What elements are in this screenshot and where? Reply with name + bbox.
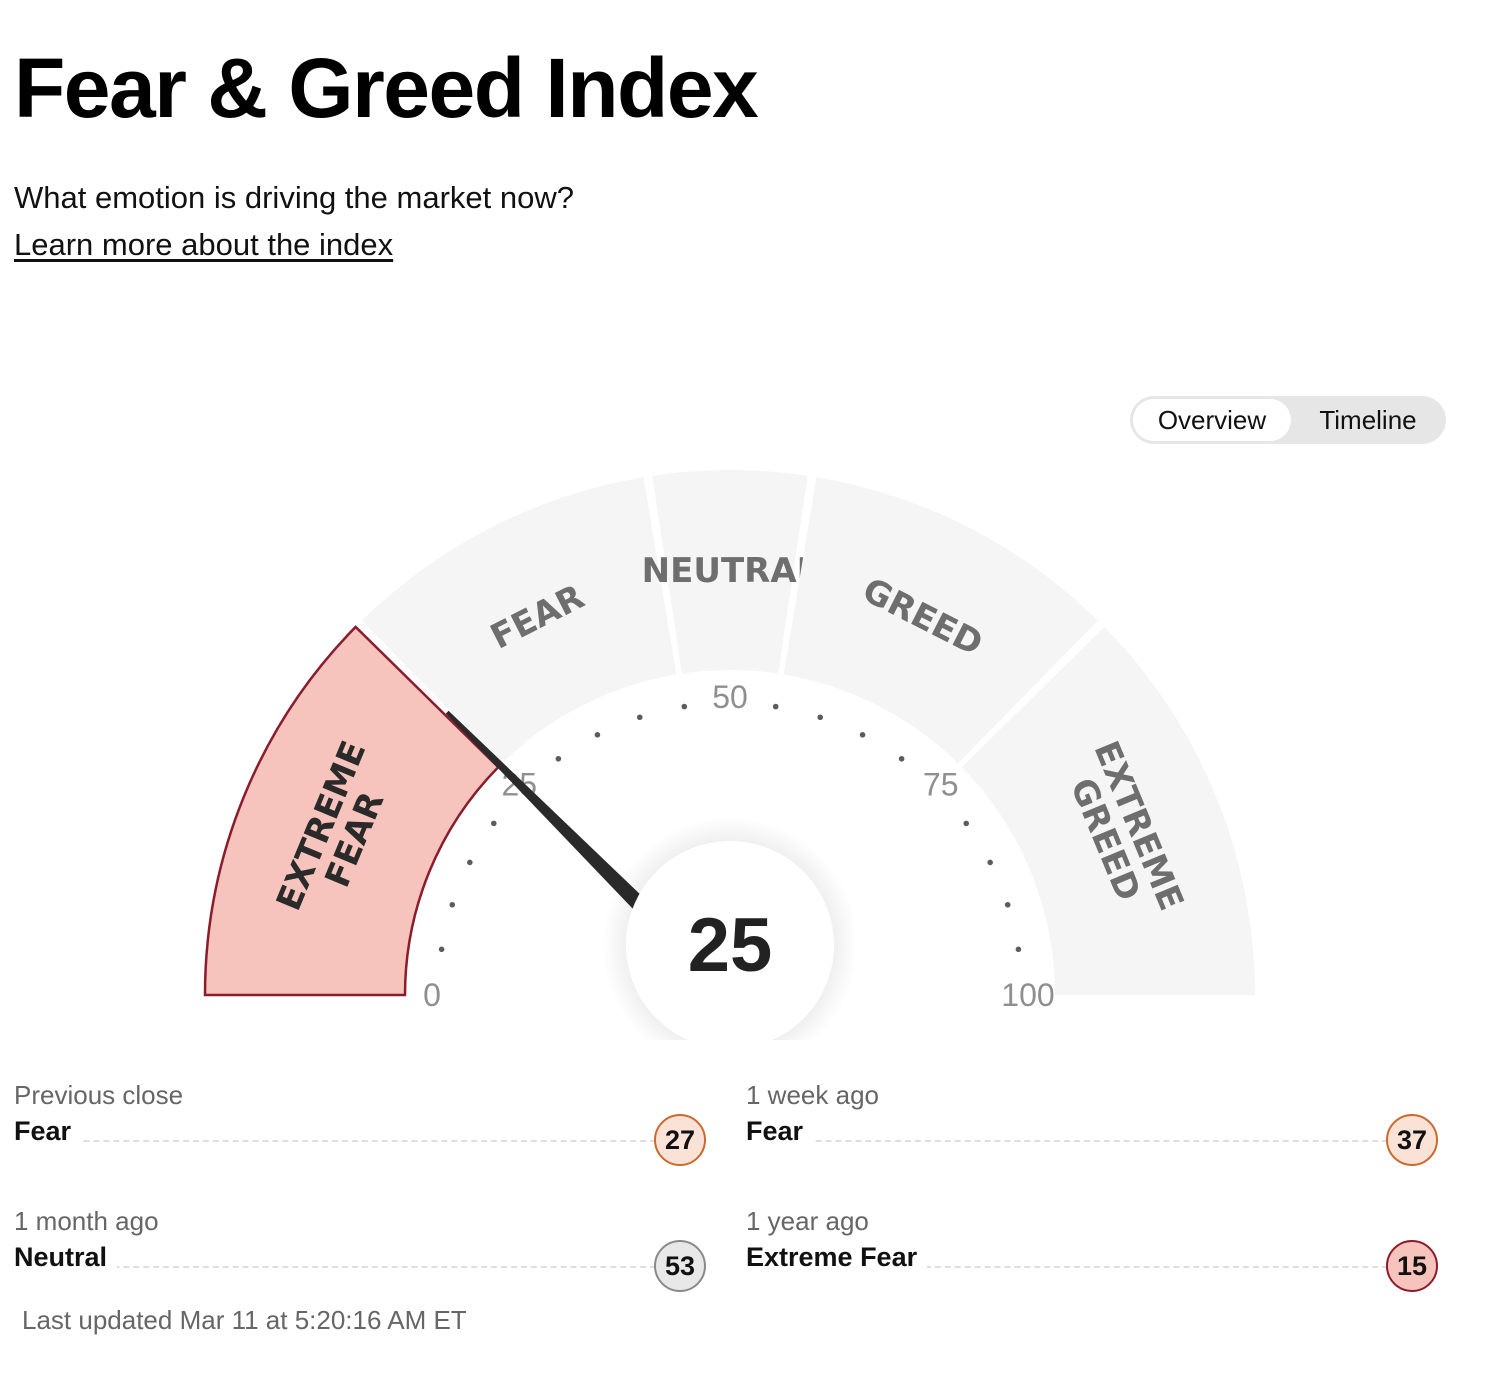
history-value-badge: 27 <box>654 1114 706 1166</box>
gauge-segment-extreme-greed <box>961 626 1255 995</box>
view-toggle: Overview Timeline <box>1130 396 1446 444</box>
history-rating: Neutral <box>14 1242 118 1273</box>
dotted-leader <box>14 1140 676 1142</box>
last-updated: Last updated Mar 11 at 5:20:16 AM ET <box>22 1305 467 1335</box>
history-1-week-ago: 1 week ago Fear 37 <box>746 1080 1438 1200</box>
history-value-badge: 15 <box>1386 1240 1438 1292</box>
history-label: 1 month ago <box>14 1206 159 1236</box>
scale-tick-dot <box>438 946 445 953</box>
gauge-segment-label: NEUTRAL <box>642 551 819 591</box>
scale-tick-dot <box>636 714 643 721</box>
toggle-timeline[interactable]: Timeline <box>1319 405 1417 435</box>
dotted-leader <box>14 1266 676 1268</box>
history-1-year-ago: 1 year ago Extreme Fear 15 <box>746 1206 1438 1326</box>
history-rating: Extreme Fear <box>746 1242 928 1273</box>
scale-tick-dot <box>859 732 866 738</box>
scale-tick-dot <box>594 732 601 738</box>
scale-tick-dot <box>1004 901 1011 908</box>
history-label: Previous close <box>14 1080 184 1110</box>
gauge-segment-extreme-fear <box>203 625 501 997</box>
history-rating: Fear <box>746 1116 814 1147</box>
scale-tick-dot <box>449 901 456 908</box>
history-previous-close: Previous close Fear 27 <box>14 1080 706 1200</box>
scale-tick-dot <box>490 820 497 827</box>
page-title: Fear & Greed Index <box>14 41 759 135</box>
scale-label: 75 <box>923 766 959 802</box>
scale-tick-dot <box>963 820 970 827</box>
scale-tick-dot <box>681 703 688 710</box>
dotted-leader <box>746 1140 1408 1142</box>
toggle-overview[interactable]: Overview <box>1133 399 1291 441</box>
scale-label: 0 <box>423 977 441 1013</box>
history-value-badge: 37 <box>1386 1114 1438 1166</box>
history-value-badge: 53 <box>654 1240 706 1292</box>
scale-tick-dot <box>817 714 824 721</box>
gauge-segment-fear <box>361 477 677 764</box>
gauge-value: 25 <box>688 903 773 988</box>
history-label: 1 year ago <box>746 1206 869 1236</box>
scale-label: 50 <box>712 679 748 715</box>
page-subtitle: What emotion is driving the market now? <box>14 180 574 215</box>
scale-tick-dot <box>987 859 993 866</box>
history-label: 1 week ago <box>746 1080 879 1110</box>
scale-tick-dot <box>467 859 473 866</box>
scale-tick-dot <box>1015 946 1022 953</box>
gauge-segment-greed <box>783 477 1099 764</box>
scale-tick-dot <box>555 755 562 762</box>
scale-tick-dot <box>772 703 779 710</box>
history-rating: Fear <box>14 1116 82 1147</box>
scale-label: 100 <box>1001 977 1054 1013</box>
scale-tick-dot <box>898 755 905 762</box>
learn-more-link[interactable]: Learn more about the index <box>14 227 394 262</box>
history-1-month-ago: 1 month ago Neutral 53 <box>14 1206 706 1326</box>
gauge-hub <box>626 841 834 1040</box>
dotted-leader <box>746 1266 1408 1268</box>
gauge-segment-neutral <box>652 469 808 674</box>
